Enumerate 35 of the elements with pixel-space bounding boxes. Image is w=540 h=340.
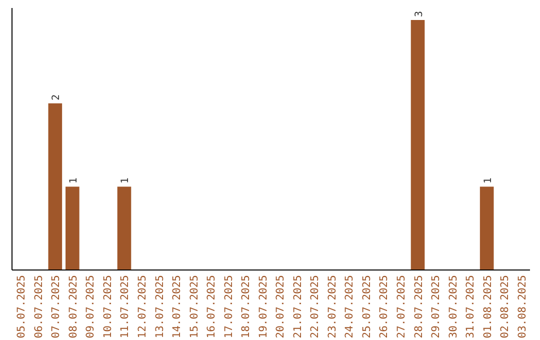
x-tick-label: 14.07.2025	[171, 275, 184, 338]
x-tick-label: 22.07.2025	[309, 275, 322, 338]
x-tick-label: 28.07.2025	[412, 275, 425, 338]
x-tick-label: 08.07.2025	[67, 275, 80, 338]
x-tick-label: 31.07.2025	[464, 275, 477, 338]
x-tick-label: 05.07.2025	[16, 275, 28, 338]
x-tick-label: 21.07.2025	[292, 275, 304, 338]
x-tick-label: 10.07.2025	[102, 275, 114, 338]
x-tick-label: 03.08.2025	[516, 275, 528, 338]
x-tick-label: 27.07.2025	[396, 275, 408, 338]
x-tick-label: 18.07.2025	[240, 275, 252, 338]
data-label: 3	[414, 10, 425, 17]
x-tick-label: 07.07.2025	[50, 275, 62, 338]
x-tick-label: 24.07.2025	[344, 275, 356, 338]
data-label: 1	[120, 178, 132, 184]
x-tick-label: 01.08.2025	[482, 275, 494, 338]
x-tick-label: 02.08.2025	[499, 275, 512, 338]
x-tick-label: 16.07.2025	[206, 275, 218, 338]
x-tick-label: 19.07.2025	[257, 275, 270, 338]
data-label: 2	[51, 94, 62, 100]
x-tick-label: 17.07.2025	[222, 275, 235, 338]
x-tick-label: 06.07.2025	[32, 275, 45, 338]
x-tick-label: 09.07.2025	[84, 275, 97, 338]
x-tick-label: 29.07.2025	[430, 275, 442, 338]
x-tick-label: 25.07.2025	[360, 275, 373, 338]
data-label: 1	[68, 178, 80, 184]
x-tick-label: 13.07.2025	[154, 275, 166, 338]
x-tick-label: 20.07.2025	[274, 275, 287, 338]
x-tick-label: 15.07.2025	[188, 275, 200, 338]
data-label: 1	[482, 178, 494, 184]
x-tick-label: 26.07.2025	[378, 275, 390, 338]
x-tick-label: 11.07.2025	[119, 275, 132, 338]
x-tick-label: 12.07.2025	[136, 275, 148, 338]
x-tick-label: 23.07.2025	[326, 275, 338, 338]
x-tick-label: 30.07.2025	[447, 275, 460, 338]
